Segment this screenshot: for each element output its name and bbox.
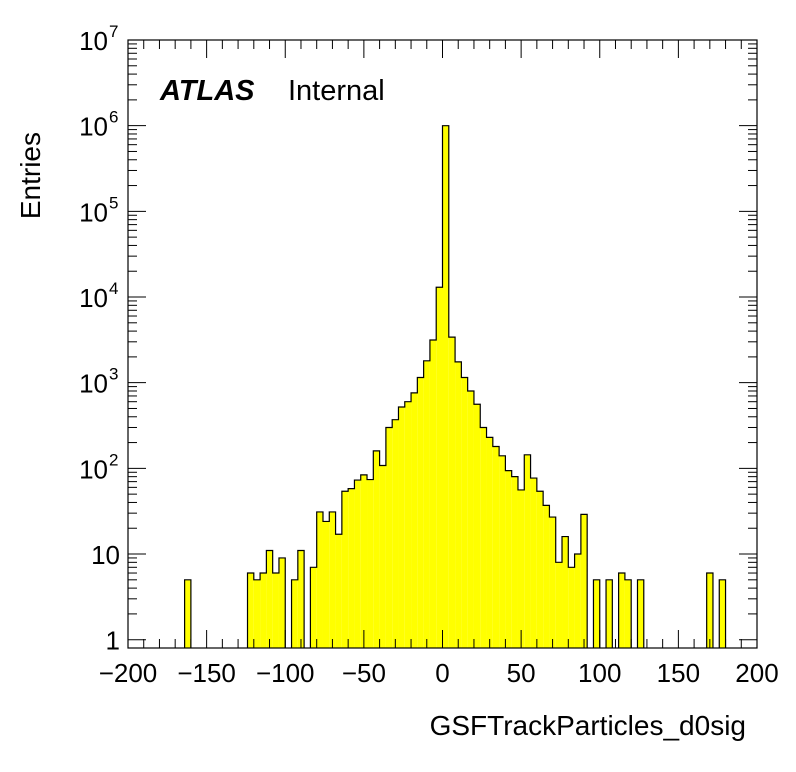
histogram-bar	[555, 562, 563, 648]
histogram-bar	[436, 287, 443, 648]
histogram-bar	[373, 450, 380, 648]
histogram-bar	[549, 517, 556, 648]
histogram-outline	[184, 125, 727, 648]
x-tick-label: −150	[177, 658, 236, 688]
x-tick-label: 50	[507, 658, 536, 688]
histogram-bar	[379, 465, 386, 648]
histogram-bar	[562, 536, 569, 648]
histogram-bar	[341, 491, 349, 648]
histogram-bar	[297, 550, 305, 648]
histogram-bar	[580, 514, 588, 648]
y-tick-label: 10	[91, 540, 120, 570]
x-tick-label: 0	[435, 658, 449, 688]
histogram-bar	[536, 491, 544, 648]
atlas-label: ATLAS	[159, 75, 255, 107]
histogram-bar	[429, 339, 437, 648]
histogram-bar	[348, 488, 355, 648]
histogram-bar	[543, 505, 550, 648]
histogram-bar	[423, 360, 430, 648]
y-tick-exponent: 4	[109, 279, 118, 298]
histogram-bar	[473, 404, 481, 648]
y-tick-label: 10	[79, 112, 108, 142]
ticks-layer	[127, 39, 758, 648]
x-tick-label: −200	[99, 658, 158, 688]
histogram-bar	[354, 480, 361, 648]
y-tick-label: 10	[79, 283, 108, 313]
internal-label: Internal	[288, 75, 385, 107]
histogram-bar	[335, 534, 342, 648]
y-axis-label: Entries	[15, 132, 46, 219]
histogram-bar	[266, 550, 273, 648]
histogram-bar	[448, 337, 456, 648]
histogram-bar	[517, 489, 525, 648]
histogram-bar	[719, 579, 726, 648]
y-tick-label: 10	[79, 454, 108, 484]
histogram-bar	[398, 407, 405, 648]
x-tick-label: −50	[342, 658, 386, 688]
y-tick-exponent: 6	[109, 108, 118, 127]
histogram-bar	[272, 573, 279, 648]
y-tick-exponent: 2	[109, 450, 118, 469]
histogram-bar	[593, 579, 600, 648]
histogram-bar	[442, 125, 449, 649]
histogram-bar	[505, 470, 512, 648]
histogram-bar	[411, 392, 418, 648]
histogram-bar	[511, 476, 518, 648]
histogram-bar	[417, 377, 424, 648]
y-tick-label: 10	[79, 197, 108, 227]
histogram-bar	[492, 446, 500, 648]
y-tick-label: 1	[106, 626, 120, 656]
histogram-bar	[637, 579, 644, 648]
histogram-bar	[329, 511, 336, 648]
histogram-bar	[524, 454, 531, 648]
histogram-bar	[291, 579, 298, 648]
histogram-bar	[322, 521, 330, 648]
histogram-bar	[624, 579, 632, 648]
histogram-bar	[278, 557, 286, 648]
histogram-bar	[392, 419, 399, 648]
histogram-bar	[568, 567, 575, 648]
x-axis-label: GSFTrackParticles_d0sig	[430, 710, 746, 741]
histogram-bar	[404, 401, 412, 648]
x-tick-label: 150	[657, 658, 700, 688]
y-tick-label: 10	[79, 369, 108, 399]
histogram-bar	[467, 390, 474, 648]
histogram-bar	[461, 377, 468, 648]
histogram-bar	[499, 455, 506, 648]
y-tick-exponent: 3	[109, 365, 118, 384]
y-tick-exponent: 5	[109, 193, 118, 212]
histogram-bar	[606, 579, 613, 648]
histogram-bar	[247, 573, 254, 648]
histogram-bar	[260, 573, 267, 648]
x-tick-label: 200	[735, 658, 778, 688]
histogram-bar	[480, 427, 487, 648]
histogram-bar	[530, 478, 537, 648]
histogram-bar	[455, 361, 462, 648]
histogram-bar	[184, 579, 191, 648]
histogram-bar	[706, 573, 713, 648]
histogram-bar	[310, 567, 317, 648]
x-tick-label: −100	[256, 658, 315, 688]
histogram-bar	[486, 437, 493, 648]
histogram-bar	[618, 573, 625, 648]
histogram-bar	[385, 427, 393, 648]
histogram-bar	[316, 511, 323, 648]
bars-layer	[184, 125, 727, 649]
histogram-bar	[574, 554, 581, 648]
y-tick-label: 10	[79, 26, 108, 56]
y-tick-exponent: 7	[109, 22, 118, 41]
histogram-bar	[367, 479, 374, 648]
x-tick-label: 100	[578, 658, 621, 688]
histogram-bar	[360, 474, 368, 648]
histogram-bar	[253, 579, 261, 648]
